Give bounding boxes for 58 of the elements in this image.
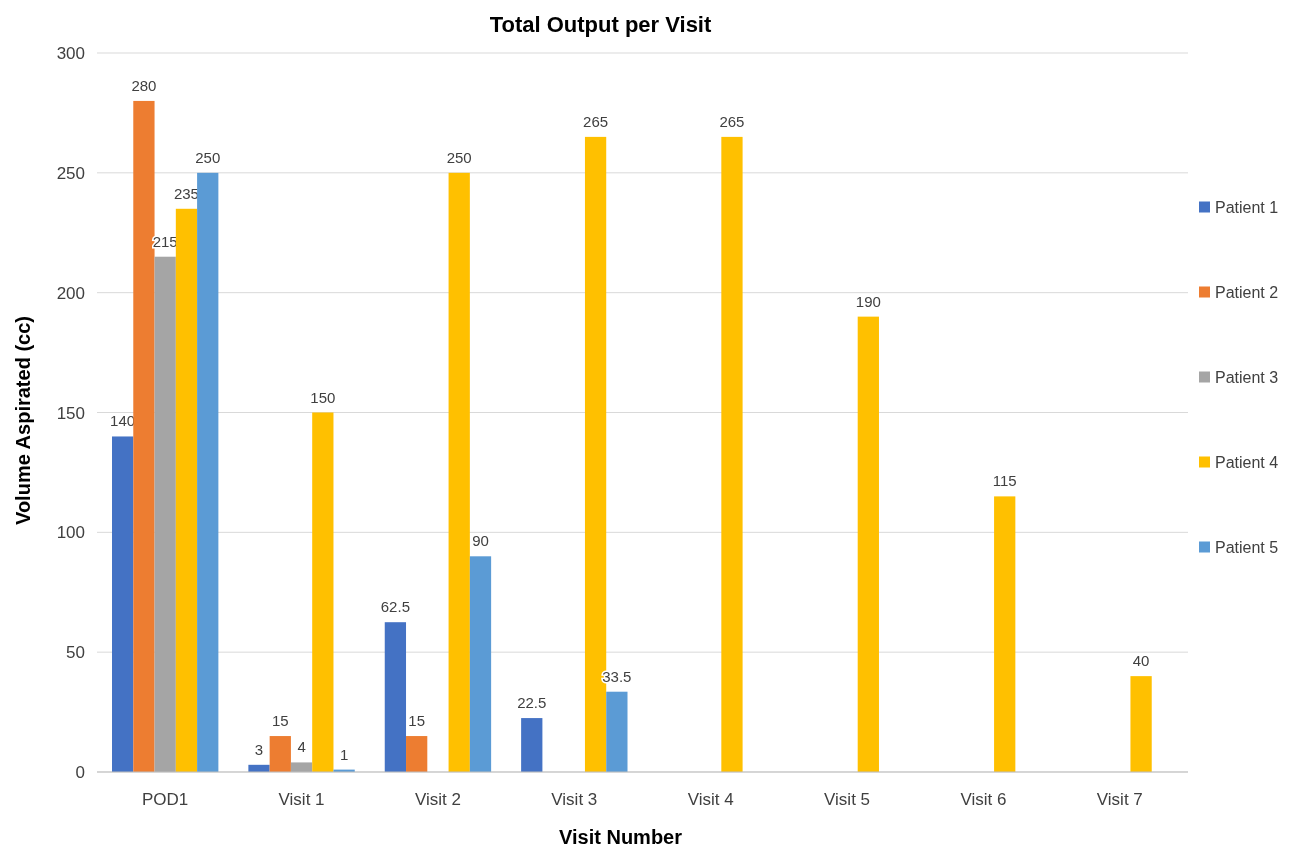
bar — [197, 172, 219, 772]
x-tick-label: Visit 3 — [551, 790, 598, 809]
x-tick-label: Visit 4 — [687, 790, 734, 809]
data-label: 250 — [446, 148, 472, 166]
data-label: 1 — [339, 745, 349, 763]
data-label: 3 — [254, 740, 264, 758]
bar — [290, 762, 313, 772]
bar — [312, 412, 334, 772]
legend-label: Patient 2 — [1215, 283, 1279, 301]
y-axis-title: Volume Aspirated (cc) — [12, 316, 34, 525]
bar — [606, 691, 628, 772]
x-tick-label: Visit 5 — [824, 790, 871, 809]
data-label: 250 — [195, 148, 221, 166]
y-tick-label: 200 — [56, 283, 85, 303]
data-label: 190 — [855, 292, 881, 310]
bar — [406, 736, 428, 772]
bar — [112, 436, 134, 772]
bar — [269, 736, 291, 772]
y-tick-label: 100 — [56, 523, 85, 543]
y-tick-label: 0 — [75, 763, 85, 782]
x-tick-label: Visit 7 — [1096, 790, 1143, 809]
x-tick-label: POD1 — [142, 790, 189, 809]
bar — [721, 136, 743, 772]
data-label: 15 — [271, 712, 289, 730]
legend-label: Patient 3 — [1215, 368, 1279, 386]
chart-title: Total Output per Visit — [489, 12, 712, 37]
bar — [175, 208, 198, 772]
data-label: 22.5 — [517, 694, 547, 712]
y-tick-label: 150 — [56, 403, 85, 423]
bar — [154, 256, 176, 772]
data-label: 40 — [1132, 652, 1150, 670]
legend-label: Patient 4 — [1215, 453, 1279, 471]
bar — [857, 316, 879, 772]
bar — [521, 718, 543, 772]
data-label: 280 — [131, 76, 157, 94]
data-label: 15 — [408, 712, 426, 730]
bar — [1130, 676, 1152, 772]
x-axis-title: Visit Number — [559, 826, 683, 848]
data-label: 115 — [992, 472, 1017, 490]
y-tick-label: 300 — [56, 44, 85, 63]
data-label: 62.5 — [380, 598, 410, 616]
data-label: 90 — [472, 532, 489, 550]
y-tick-label: 50 — [66, 643, 85, 663]
legend-label: Patient 5 — [1215, 538, 1279, 556]
x-tick-label: Visit 2 — [414, 790, 461, 809]
legend-label: Patient 1 — [1215, 198, 1279, 216]
x-tick-label: Visit 1 — [278, 790, 325, 809]
bar — [469, 556, 492, 772]
bar — [384, 622, 407, 772]
data-label: 4 — [297, 738, 306, 756]
bar — [133, 100, 155, 772]
y-tick-label: 250 — [56, 163, 85, 183]
data-label: 150 — [310, 388, 336, 406]
x-tick-label: Visit 6 — [960, 790, 1007, 809]
data-label: 265 — [719, 112, 745, 130]
data-label: 265 — [583, 112, 609, 130]
bar — [994, 496, 1016, 772]
bar — [448, 172, 470, 772]
